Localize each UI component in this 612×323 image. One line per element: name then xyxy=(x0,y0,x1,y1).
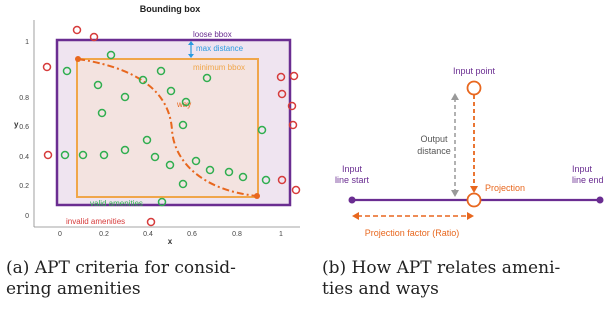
valid-amenity xyxy=(238,172,248,182)
valid-amenities-label: valid amenities xyxy=(90,199,143,208)
input-line-start-label-line2: line start xyxy=(335,175,370,185)
caption-a-line1: (a) APT criteria for consid- xyxy=(6,258,236,278)
invalid-amenities xyxy=(42,25,301,227)
caption-b-line2: ties and ways xyxy=(322,279,439,299)
input-line-start-label-line1: Input xyxy=(342,164,363,174)
valid-amenity xyxy=(165,160,175,170)
valid-amenity xyxy=(166,86,176,96)
plot-axes xyxy=(33,20,300,228)
valid-amenity xyxy=(62,66,72,76)
valid-amenity xyxy=(257,125,267,135)
invalid-amenity xyxy=(277,175,287,185)
max-distance-label: max distance xyxy=(196,44,244,53)
projection-factor-label: Projection factor (Ratio) xyxy=(365,228,460,238)
y-tick: 1 xyxy=(25,39,29,46)
projection-point xyxy=(466,192,482,208)
valid-amenity xyxy=(261,175,271,185)
valid-amenity xyxy=(99,150,109,160)
x-tick: 0.4 xyxy=(143,231,153,238)
caption-a: (a) APT criteria for consid- ering ameni… xyxy=(6,258,312,300)
input-line-start-node xyxy=(348,196,356,204)
minimum-bbox xyxy=(76,58,259,198)
invalid-amenity xyxy=(42,62,52,72)
input-line-end-label-line2: line end xyxy=(572,175,604,185)
x-tick: 0.8 xyxy=(232,231,242,238)
valid-amenities xyxy=(60,50,271,207)
valid-amenity xyxy=(106,50,116,60)
valid-amenity xyxy=(202,73,212,83)
loose-bbox-label: loose bbox xyxy=(193,30,232,39)
y-tick: 0.4 xyxy=(19,154,29,161)
valid-amenity xyxy=(142,135,152,145)
projection-factor-arrow xyxy=(352,212,474,220)
output-distance-label-line2: distance xyxy=(417,146,451,156)
input-point-label: Input point xyxy=(453,66,496,76)
caption-b-line1: (b) How APT relates ameni- xyxy=(322,258,561,278)
input-line-end-label-line1: Input xyxy=(572,164,593,174)
valid-amenity xyxy=(178,120,188,130)
y-tick: 0 xyxy=(25,213,29,220)
plot-title: Bounding box xyxy=(140,4,201,14)
y-axis-label: y xyxy=(14,120,19,129)
x-tick: 0.2 xyxy=(99,231,109,238)
valid-amenity xyxy=(224,167,234,177)
minimum-bbox-label: minimum bbox xyxy=(193,63,245,72)
y-tick: 0.2 xyxy=(19,183,29,190)
way-start-node xyxy=(75,56,81,62)
valid-amenity xyxy=(150,152,160,162)
valid-amenity xyxy=(205,165,215,175)
invalid-amenity xyxy=(289,71,299,81)
x-tick: 0 xyxy=(58,231,62,238)
valid-amenity xyxy=(156,66,166,76)
way-path xyxy=(77,58,258,197)
valid-amenity xyxy=(60,150,70,160)
invalid-amenity xyxy=(287,101,297,111)
input-line-end-node xyxy=(596,196,604,204)
way-end-node xyxy=(254,193,260,199)
caption-b: (b) How APT relates ameni- ties and ways xyxy=(322,258,612,300)
output-distance-label-line1: Output xyxy=(420,134,448,144)
output-distance-arrow xyxy=(451,93,459,197)
invalid-amenity xyxy=(146,217,156,227)
valid-amenity xyxy=(97,108,107,118)
max-distance-arrow xyxy=(188,41,194,58)
y-axis-ticks: 0 0.2 0.4 0.6 0.8 1 xyxy=(19,39,29,220)
valid-amenity xyxy=(178,179,188,189)
projection-label: Projection xyxy=(485,183,525,193)
invalid-amenities-label: invalid amenities xyxy=(66,217,125,226)
input-point xyxy=(466,80,482,96)
bounding-box-plot: Bounding box loose bbox max distance min… xyxy=(14,4,301,245)
invalid-amenity xyxy=(72,25,82,35)
x-axis-ticks: 0 0.2 0.4 0.6 0.8 1 xyxy=(58,231,283,238)
projection-diagram: Input point Output distance Input line s… xyxy=(335,66,604,238)
x-axis-label: x xyxy=(168,237,173,245)
invalid-amenity xyxy=(277,89,287,99)
valid-amenity xyxy=(78,150,88,160)
valid-amenity xyxy=(181,97,191,107)
valid-amenity xyxy=(120,92,130,102)
invalid-amenity xyxy=(89,32,99,42)
projection-arrowhead xyxy=(470,186,478,193)
invalid-amenity xyxy=(276,72,286,82)
y-tick: 0.8 xyxy=(19,95,29,102)
x-tick: 1 xyxy=(279,231,283,238)
valid-amenity xyxy=(93,80,103,90)
invalid-amenity xyxy=(43,150,53,160)
x-tick: 0.6 xyxy=(187,231,197,238)
valid-amenity xyxy=(157,197,167,207)
valid-amenity xyxy=(120,145,130,155)
invalid-amenity xyxy=(291,185,301,195)
caption-a-line2: ering amenities xyxy=(6,279,141,299)
y-tick: 0.6 xyxy=(19,124,29,131)
valid-amenity xyxy=(191,156,201,166)
invalid-amenity xyxy=(288,120,298,130)
valid-amenity xyxy=(138,75,148,85)
